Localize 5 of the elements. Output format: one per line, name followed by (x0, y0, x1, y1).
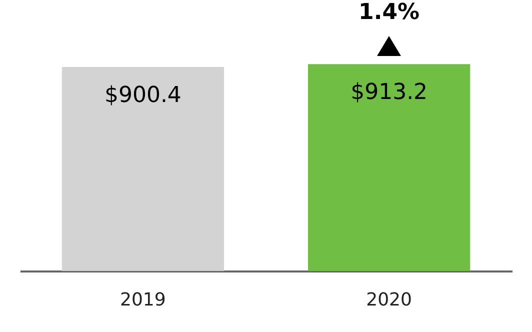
x-tick-label: 2020 (366, 290, 412, 310)
annotation: 1.4% (358, 0, 420, 26)
data-label: $900.4 (104, 83, 182, 108)
data-label: $913.2 (350, 80, 428, 106)
x-tick-label: 2019 (120, 290, 166, 310)
